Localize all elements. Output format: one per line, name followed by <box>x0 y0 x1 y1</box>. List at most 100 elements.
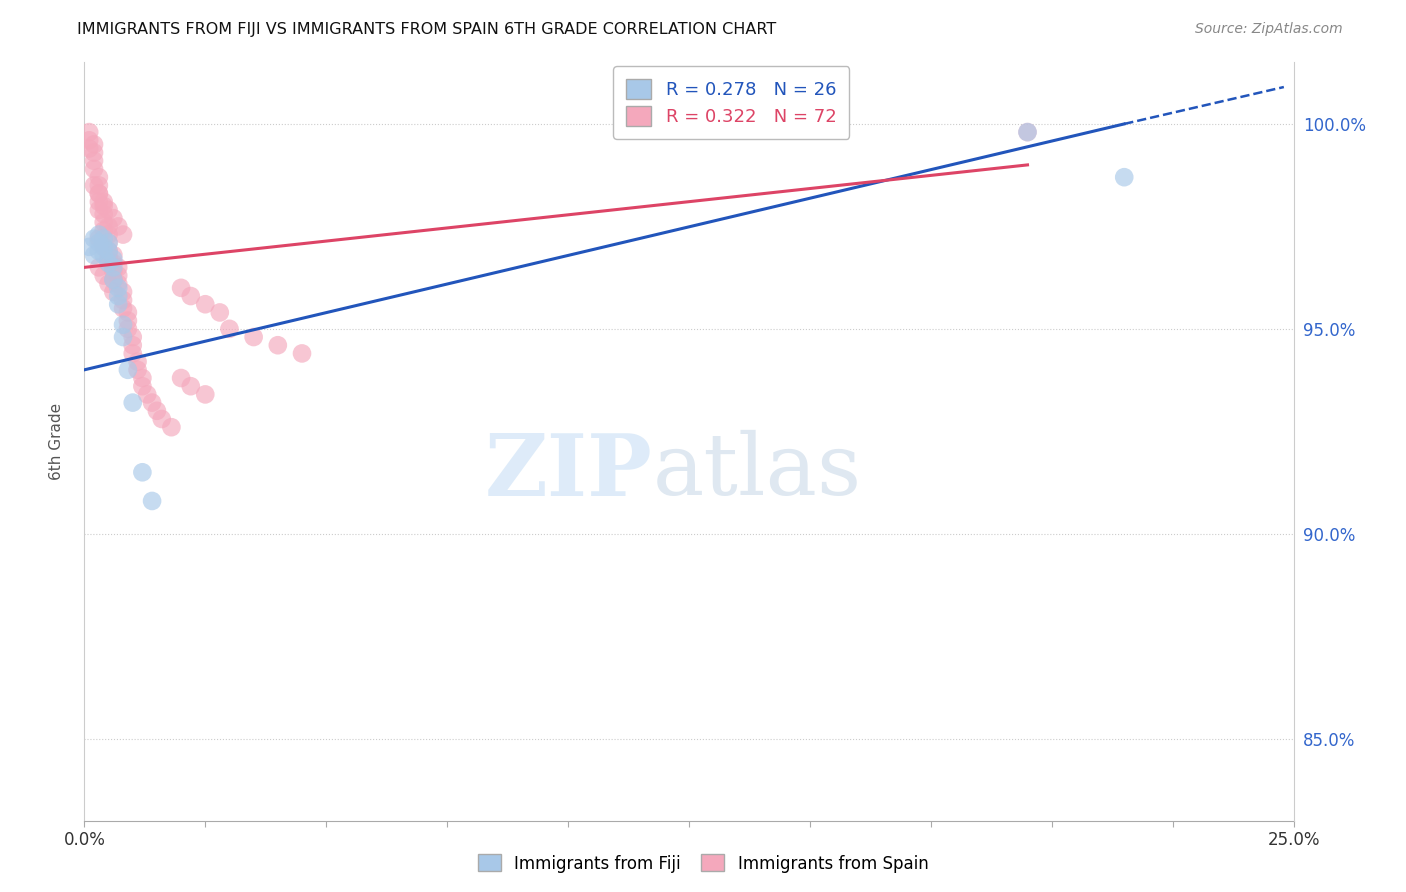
Point <box>112 330 135 344</box>
Point <box>103 273 125 287</box>
Point <box>117 313 139 327</box>
Point <box>97 252 120 267</box>
Point <box>112 318 135 332</box>
Point <box>131 379 153 393</box>
Point <box>97 244 120 258</box>
Point <box>136 387 159 401</box>
Point <box>194 387 217 401</box>
Point <box>87 227 110 242</box>
Point <box>87 186 110 201</box>
Point <box>97 235 120 250</box>
Point <box>103 248 125 262</box>
Point <box>103 256 125 270</box>
Point <box>117 305 139 319</box>
Point <box>87 202 110 217</box>
Point <box>150 412 173 426</box>
Point <box>93 194 115 209</box>
Point <box>121 330 143 344</box>
Point <box>77 141 100 155</box>
Point <box>97 227 120 242</box>
Point <box>103 252 125 267</box>
Point <box>93 199 115 213</box>
Point <box>107 219 129 234</box>
Point <box>87 232 110 246</box>
Point <box>97 277 120 291</box>
Point <box>83 145 105 160</box>
Point <box>127 354 149 368</box>
Point <box>97 219 120 234</box>
Point <box>103 273 125 287</box>
Point <box>180 379 202 393</box>
Point <box>194 297 217 311</box>
Point <box>97 248 120 262</box>
Point <box>127 363 149 377</box>
Point <box>146 404 169 418</box>
Point <box>83 248 105 262</box>
Point <box>103 211 125 226</box>
Text: atlas: atlas <box>652 430 862 514</box>
Point <box>107 297 129 311</box>
Point <box>141 494 163 508</box>
Point <box>87 244 110 258</box>
Point <box>267 338 290 352</box>
Point <box>83 232 105 246</box>
Point <box>208 305 231 319</box>
Point <box>87 260 110 275</box>
Y-axis label: 6th Grade: 6th Grade <box>49 403 63 480</box>
Point <box>291 346 314 360</box>
Point <box>87 194 110 209</box>
Point <box>121 395 143 409</box>
Point <box>93 240 115 254</box>
Point <box>77 133 100 147</box>
Point <box>103 260 125 275</box>
Point <box>87 235 110 250</box>
Point <box>87 170 110 185</box>
Point <box>107 281 129 295</box>
Point <box>93 223 115 237</box>
Point <box>112 227 135 242</box>
Point <box>103 264 125 278</box>
Point <box>112 301 135 316</box>
Point <box>83 178 105 193</box>
Point <box>107 289 129 303</box>
Point <box>141 395 163 409</box>
Point <box>93 232 115 246</box>
Point <box>1017 125 1039 139</box>
Point <box>93 207 115 221</box>
Point <box>242 330 264 344</box>
Text: IMMIGRANTS FROM FIJI VS IMMIGRANTS FROM SPAIN 6TH GRADE CORRELATION CHART: IMMIGRANTS FROM FIJI VS IMMIGRANTS FROM … <box>77 22 776 37</box>
Point <box>1114 170 1136 185</box>
Point <box>117 322 139 336</box>
Point <box>83 137 105 152</box>
Point <box>160 420 183 434</box>
Point <box>77 125 100 139</box>
Point <box>112 285 135 299</box>
Text: ZIP: ZIP <box>485 430 652 514</box>
Point <box>83 161 105 176</box>
Point <box>121 346 143 360</box>
Point <box>112 293 135 307</box>
Text: Source: ZipAtlas.com: Source: ZipAtlas.com <box>1195 22 1343 37</box>
Point <box>93 215 115 229</box>
Legend: R = 0.278   N = 26, R = 0.322   N = 72: R = 0.278 N = 26, R = 0.322 N = 72 <box>613 66 849 138</box>
Point <box>93 240 115 254</box>
Point <box>87 178 110 193</box>
Point <box>117 363 139 377</box>
Point <box>107 260 129 275</box>
Point <box>121 338 143 352</box>
Point <box>131 371 153 385</box>
Point <box>107 268 129 283</box>
Point <box>170 281 193 295</box>
Point <box>107 277 129 291</box>
Point <box>131 465 153 479</box>
Point <box>83 153 105 168</box>
Point <box>93 248 115 262</box>
Point <box>97 202 120 217</box>
Point <box>103 285 125 299</box>
Point <box>97 256 120 270</box>
Point <box>180 289 202 303</box>
Point <box>1017 125 1039 139</box>
Point <box>97 235 120 250</box>
Legend: Immigrants from Fiji, Immigrants from Spain: Immigrants from Fiji, Immigrants from Sp… <box>471 847 935 880</box>
Point <box>87 186 110 201</box>
